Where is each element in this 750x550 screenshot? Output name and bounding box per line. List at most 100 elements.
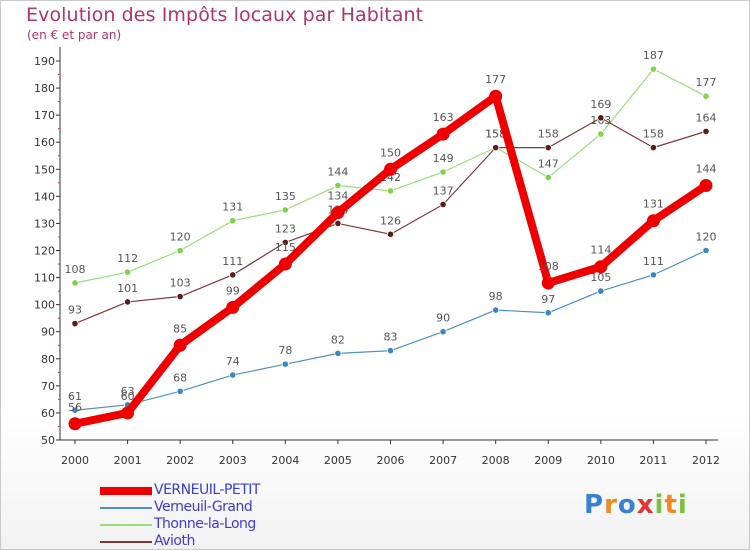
- data-label-thonne-la-long: 144: [327, 166, 348, 179]
- data-point-verneuil-grand: [334, 349, 342, 357]
- data-point-verneuil-petit: [699, 179, 713, 193]
- y-tick-label: 130: [34, 217, 55, 230]
- data-label-avioth: 126: [380, 214, 401, 227]
- data-point-thonne-la-long: [176, 246, 184, 255]
- data-label-verneuil-petit: 85: [173, 322, 187, 335]
- data-label-avioth: 169: [590, 98, 611, 111]
- data-label-thonne-la-long: 120: [170, 231, 191, 244]
- legend-label-verneuil-petit: VERNEUIL-PETIT: [154, 482, 260, 498]
- y-tick-label: 160: [34, 136, 55, 149]
- y-tick-label: 180: [34, 82, 55, 95]
- data-point-avioth: [439, 200, 447, 209]
- data-point-verneuil-petit: [278, 257, 292, 271]
- y-tick-label: 190: [34, 55, 55, 68]
- data-point-avioth: [281, 238, 289, 246]
- data-label-verneuil-grand: 90: [436, 312, 450, 325]
- data-point-verneuil-petit: [226, 300, 240, 314]
- data-point-thonne-la-long: [281, 206, 289, 214]
- data-point-verneuil-petit: [173, 338, 187, 352]
- data-label-verneuil-petit: 144: [696, 163, 717, 176]
- y-tick-label: 110: [34, 272, 55, 285]
- data-point-avioth: [702, 127, 710, 135]
- y-tick-label: 90: [41, 326, 55, 339]
- data-point-verneuil-grand: [544, 309, 552, 317]
- data-label-avioth: 164: [696, 111, 717, 124]
- y-tick-label: 60: [41, 407, 55, 420]
- data-point-verneuil-petit: [489, 89, 503, 103]
- chart-subtitle: (en € et par an): [27, 28, 122, 42]
- data-point-thonne-la-long: [71, 279, 79, 287]
- y-tick-label: 120: [34, 245, 55, 258]
- data-label-avioth: 158: [485, 128, 506, 141]
- y-tick-label: 70: [41, 380, 55, 393]
- legend-label-thonne-la-long: Thonne-la-Long: [154, 516, 256, 532]
- data-point-verneuil-petit: [646, 214, 660, 228]
- data-label-verneuil-petit: 99: [226, 284, 240, 297]
- data-point-avioth: [71, 319, 79, 328]
- data-point-verneuil-petit: [594, 260, 608, 274]
- data-label-avioth: 111: [222, 255, 243, 268]
- data-point-verneuil-grand: [597, 287, 605, 295]
- chart-title: Evolution des Impôts locaux par Habitant: [26, 4, 424, 26]
- legend-label-avioth: Avioth: [154, 533, 195, 549]
- data-label-verneuil-grand: 120: [696, 231, 717, 244]
- data-label-verneuil-grand: 74: [226, 355, 240, 368]
- y-tick-label: 80: [41, 353, 55, 366]
- data-point-verneuil-petit: [121, 406, 135, 420]
- data-point-thonne-la-long: [439, 168, 447, 176]
- data-point-avioth: [123, 298, 132, 306]
- data-label-verneuil-grand: 78: [278, 344, 292, 357]
- data-label-verneuil-petit: 131: [643, 198, 664, 211]
- data-point-verneuil-grand: [649, 271, 658, 279]
- x-tick-label: 2005: [324, 454, 352, 467]
- data-point-verneuil-grand: [702, 246, 710, 255]
- data-label-thonne-la-long: 158: [485, 128, 506, 141]
- data-label-verneuil-grand: 97: [541, 293, 555, 306]
- x-tick-label: 2004: [271, 454, 299, 467]
- data-label-thonne-la-long: 131: [222, 201, 243, 214]
- data-label-avioth: 93: [68, 304, 82, 317]
- data-point-verneuil-grand: [386, 347, 395, 355]
- x-tick-label: 2002: [166, 454, 194, 467]
- x-tick-label: 2001: [114, 454, 142, 467]
- data-point-thonne-la-long: [123, 268, 132, 276]
- data-point-avioth: [229, 271, 237, 279]
- data-label-verneuil-grand: 82: [331, 333, 345, 346]
- data-point-verneuil-petit: [541, 276, 555, 290]
- data-point-avioth: [649, 144, 658, 152]
- data-point-verneuil-grand: [439, 328, 447, 336]
- data-point-verneuil-petit: [68, 417, 82, 431]
- data-point-verneuil-petit: [384, 162, 397, 176]
- data-label-verneuil-petit: 56: [68, 401, 82, 414]
- data-point-avioth: [176, 292, 184, 301]
- data-label-verneuil-grand: 98: [489, 290, 503, 303]
- y-tick-label: 170: [34, 109, 55, 122]
- data-point-avioth: [386, 230, 395, 238]
- data-point-avioth: [544, 144, 552, 152]
- data-label-thonne-la-long: 147: [538, 157, 559, 170]
- x-tick-label: 2011: [639, 454, 667, 467]
- data-label-verneuil-petit: 177: [485, 73, 506, 86]
- legend-swatch-verneuil-petit: [100, 486, 152, 495]
- y-tick-label: 100: [34, 299, 55, 312]
- data-label-verneuil-petit: 134: [327, 190, 348, 203]
- data-label-avioth: 103: [170, 277, 191, 290]
- x-tick-label: 2006: [377, 454, 405, 467]
- data-label-avioth: 158: [643, 128, 664, 141]
- data-label-verneuil-grand: 83: [384, 331, 398, 344]
- data-point-verneuil-grand: [176, 387, 184, 395]
- x-tick-label: 2010: [587, 454, 615, 467]
- x-tick-label: 2003: [219, 454, 247, 467]
- data-label-verneuil-petit: 114: [590, 244, 611, 257]
- data-label-thonne-la-long: 108: [65, 263, 86, 276]
- data-point-verneuil-grand: [492, 306, 500, 314]
- data-point-thonne-la-long: [386, 187, 395, 195]
- data-point-thonne-la-long: [702, 92, 710, 100]
- data-label-thonne-la-long: 149: [433, 152, 454, 165]
- data-label-verneuil-grand: 68: [173, 371, 187, 384]
- legend-swatch-thonne-la-long: [100, 523, 152, 526]
- data-point-thonne-la-long: [597, 130, 605, 138]
- data-point-avioth: [334, 219, 342, 228]
